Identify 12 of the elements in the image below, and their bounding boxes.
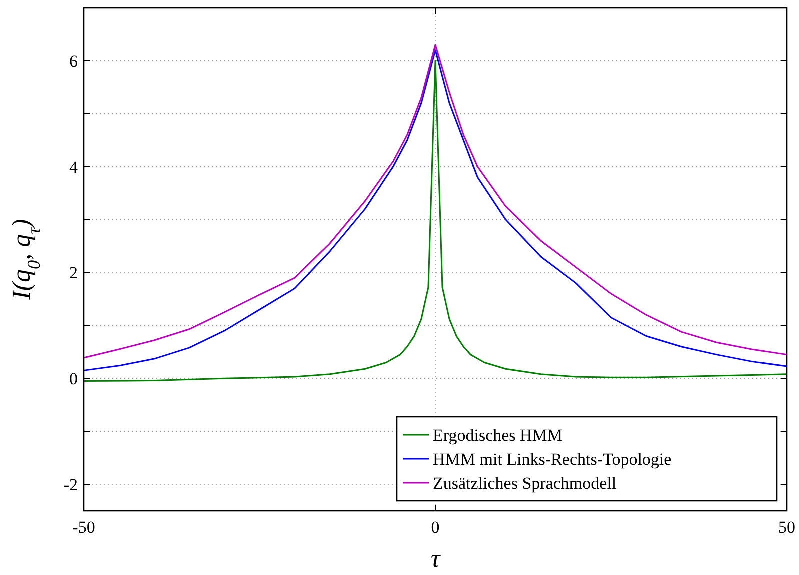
x-axis-title: τ <box>430 544 442 573</box>
legend-label: Ergodisches HMM <box>433 426 563 445</box>
y-tick-label: 6 <box>70 52 78 71</box>
y-tick-label: 4 <box>70 158 78 177</box>
legend-label: Zusätzliches Sprachmodell <box>433 474 617 493</box>
y-tick-label: 2 <box>70 264 78 283</box>
y-tick-label: 0 <box>70 370 78 389</box>
x-tick-label: 0 <box>431 518 440 537</box>
x-tick-label: 50 <box>778 518 796 537</box>
x-tick-label: -50 <box>72 518 96 537</box>
legend-label: HMM mit Links-Rechts-Topologie <box>433 450 672 469</box>
y-tick-label: -2 <box>64 475 78 494</box>
